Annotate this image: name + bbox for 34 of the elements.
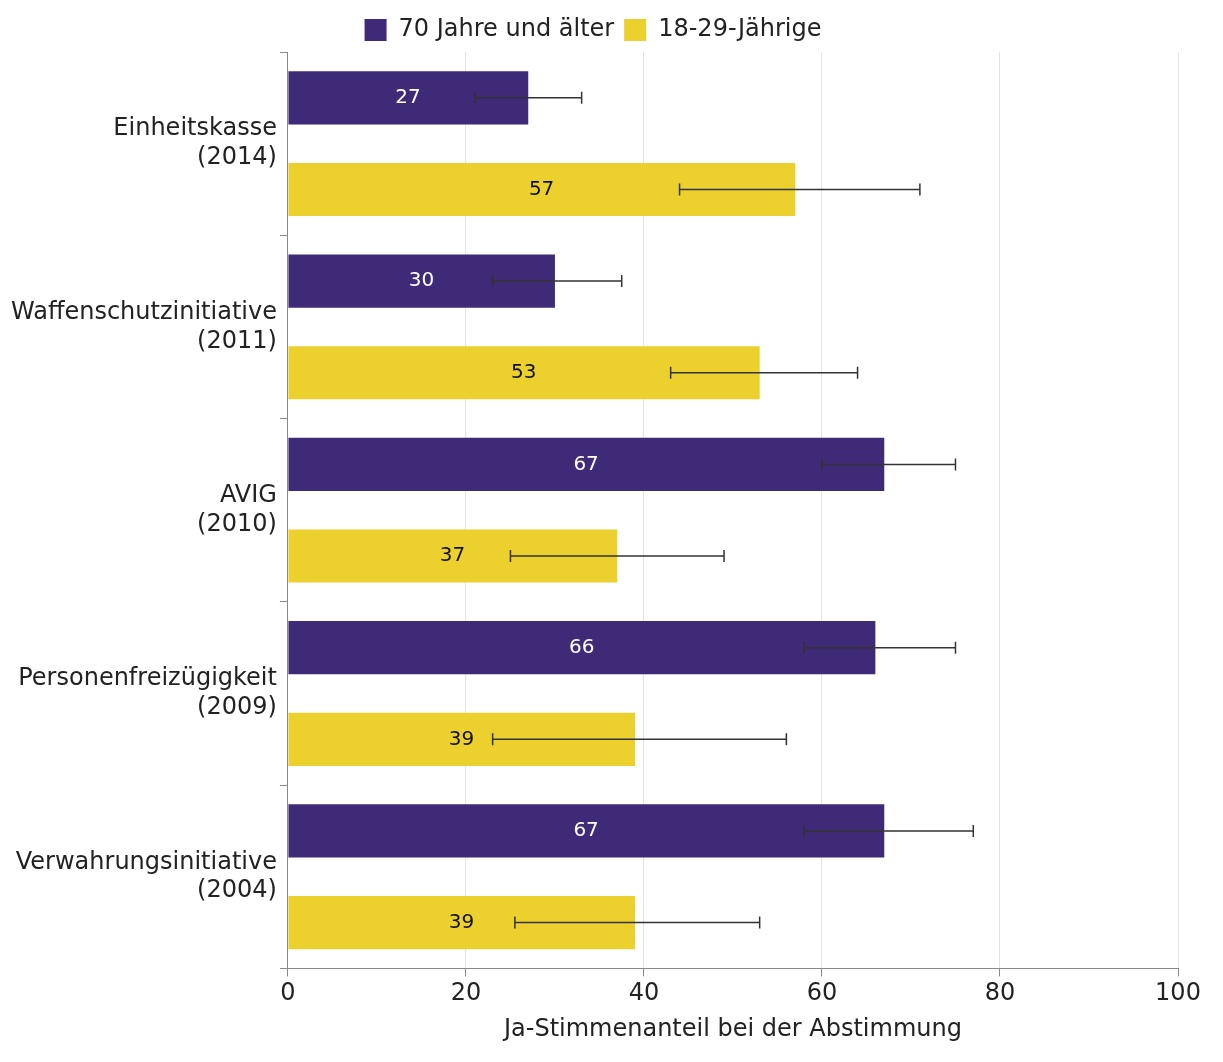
x-tick-label: 80 (984, 978, 1016, 1007)
bar (288, 71, 529, 125)
x-tick-label: 40 (628, 978, 660, 1007)
data-label: 66 (568, 633, 595, 658)
x-tick-label: 100 (1155, 978, 1201, 1007)
x-tick-label: 20 (450, 978, 482, 1007)
data-label: 53 (511, 358, 537, 383)
bar (288, 254, 555, 308)
data-label: 30 (408, 267, 435, 292)
x-tick-label: 60 (806, 978, 838, 1007)
bar (288, 162, 796, 217)
bar (288, 804, 885, 858)
y-tick-label: Waffenschutzinitiative (2011) (11, 296, 277, 354)
bar (288, 346, 760, 400)
data-label: 27 (395, 84, 421, 109)
bar (288, 437, 885, 491)
bar (288, 621, 876, 675)
data-label: 37 (439, 542, 466, 567)
data-label: 39 (448, 725, 475, 750)
x-tick-label: 0 (280, 978, 296, 1007)
data-label: 67 (573, 817, 599, 842)
legend-label: 70 Jahre und älter (398, 14, 615, 43)
legend-label: 18-29-Jährige (658, 14, 822, 43)
x-axis-title: Ja-Stimmenanteil bei der Abstimmung (501, 1013, 962, 1042)
bar (288, 712, 636, 766)
y-tick-label: Verwahrungsinitiative (2004) (15, 846, 277, 904)
data-label: 39 (448, 908, 475, 933)
bar (288, 896, 636, 950)
y-tick-label: AVIG (2010) (197, 480, 277, 537)
y-tick-label: Einheitskasse (2014) (113, 113, 277, 171)
y-tick-label: Personenfreizügigkeit (2009) (18, 663, 277, 721)
bar (288, 529, 618, 583)
data-label: 67 (573, 450, 599, 475)
data-label: 57 (528, 175, 555, 200)
